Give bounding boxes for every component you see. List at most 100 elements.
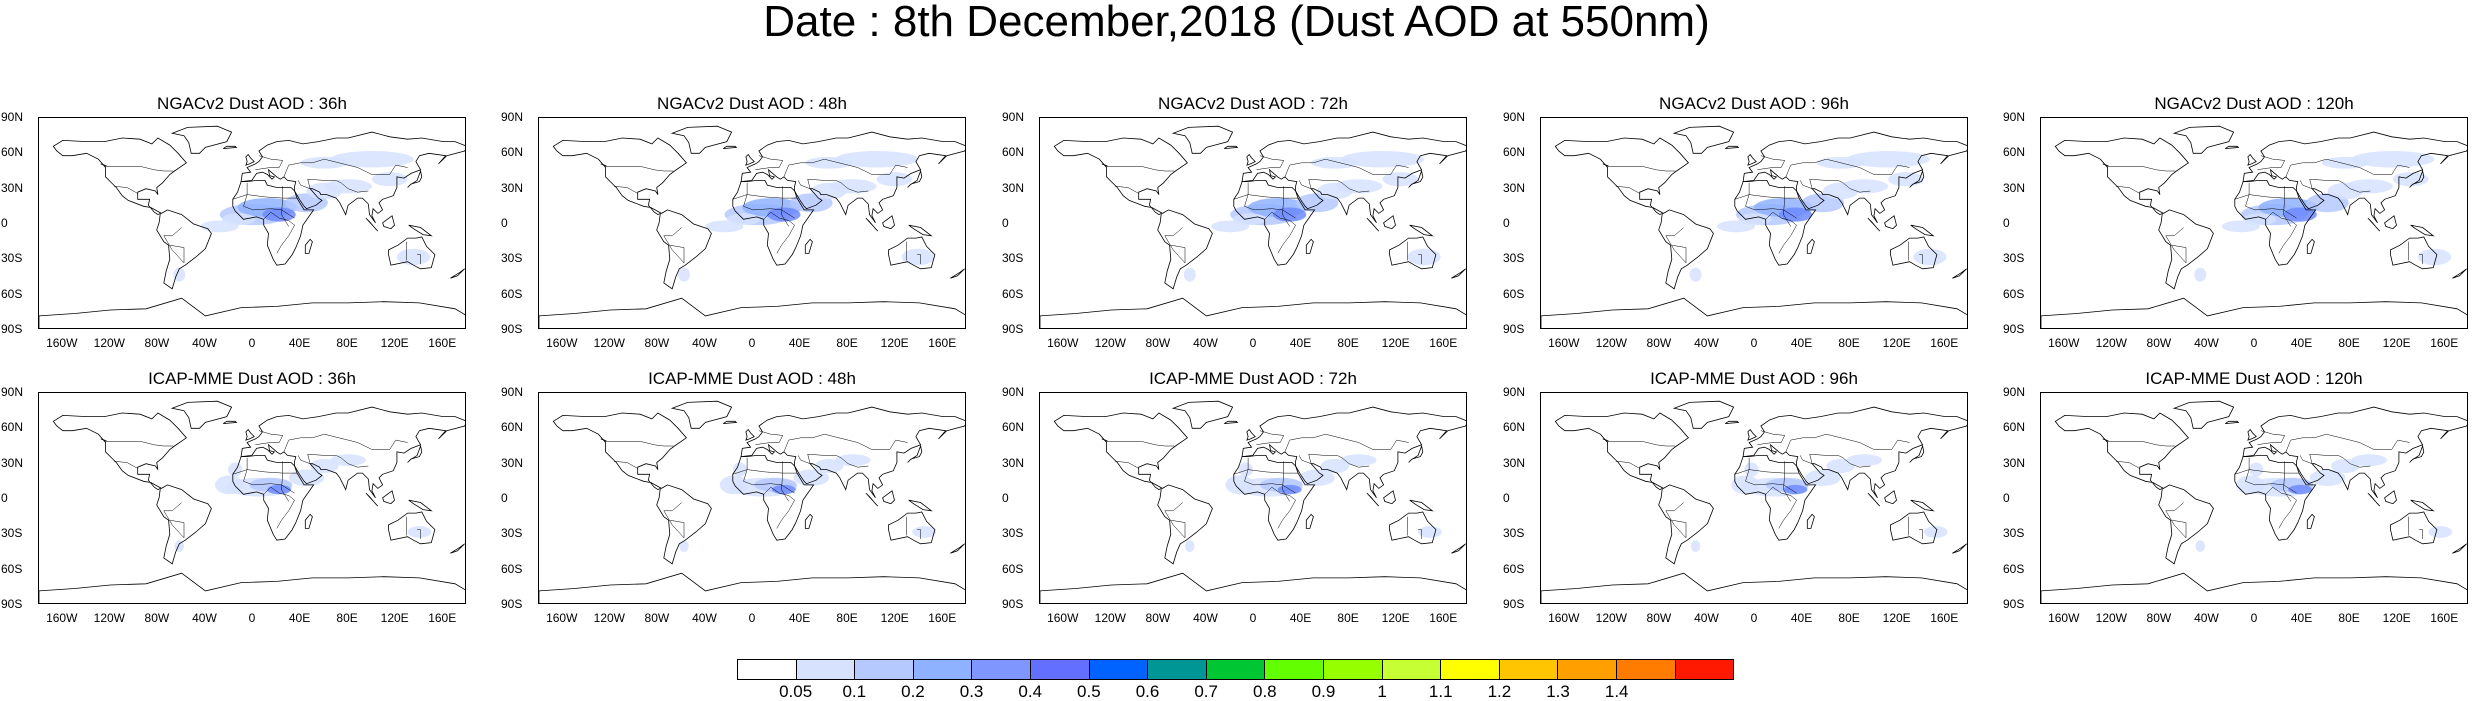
lon-tick-label: 160W	[2048, 611, 2080, 625]
world-map	[1040, 400, 1466, 603]
map-panel	[1039, 117, 1467, 329]
lon-tick-label: 0	[1249, 611, 1257, 625]
lon-tick-label: 0	[1750, 611, 1758, 625]
lat-tick-label: 30S	[501, 251, 523, 266]
lon-tick-label: 120W	[2095, 611, 2127, 625]
lon-tick-label: 80E	[836, 336, 858, 350]
world-map	[39, 125, 465, 328]
lon-tick-label: 120W	[1094, 336, 1126, 350]
lon-tick-label: 40W	[192, 336, 217, 350]
panel-title: ICAP-MME Dust AOD : 120h	[2145, 369, 2363, 388]
lat-tick-label: 90S	[2003, 597, 2025, 611]
lat-tick-label: 60N	[2003, 145, 2026, 160]
world-map	[2041, 400, 2467, 603]
lon-tick-label: 120E	[2382, 336, 2411, 350]
panel-title: ICAP-MME Dust AOD : 96h	[1650, 369, 1858, 388]
lat-tick-label: 90N	[1, 385, 24, 399]
lon-tick-label: 40W	[1694, 336, 1719, 350]
lat-tick-label: 90N	[501, 385, 524, 399]
colorbar-swatch	[796, 660, 856, 679]
colorbar-label: 0.4	[1018, 682, 1043, 701]
lon-tick-label: 80W	[144, 611, 170, 625]
lon-tick-label: 40E	[1289, 611, 1312, 625]
colorbar	[737, 659, 1734, 680]
map-panel	[538, 392, 966, 604]
lat-tick-label: 30S	[1, 526, 23, 541]
colorbar-label: 1.2	[1487, 682, 1512, 701]
colorbar-label: 1.3	[1546, 682, 1570, 701]
colorbar-label: 0.05	[779, 682, 813, 701]
lat-tick-label: 30N	[1503, 180, 1526, 195]
lon-tick-label: 80E	[336, 611, 358, 625]
lon-tick-label: 0	[748, 336, 756, 350]
lat-tick-label: 0	[2003, 216, 2010, 230]
lon-tick-label: 120W	[593, 336, 625, 350]
lat-tick-label: 60S	[1002, 286, 1024, 301]
lon-tick-label: 80E	[1838, 336, 1860, 350]
lat-tick-label: 60N	[1503, 145, 1526, 160]
lon-tick-label: 40W	[692, 336, 717, 350]
lon-tick-label: 0	[248, 336, 256, 350]
lon-tick-label: 80W	[644, 611, 670, 625]
lon-tick-label: 120W	[1595, 336, 1627, 350]
lon-tick-label: 120E	[880, 611, 909, 625]
lat-tick-label: 90S	[1503, 597, 1525, 611]
colorbar-swatch	[1499, 660, 1559, 679]
lon-tick-label: 0	[2250, 336, 2258, 350]
lon-tick-label: 160E	[928, 336, 957, 350]
lon-tick-label: 80E	[336, 336, 358, 350]
lon-tick-label: 80E	[1337, 611, 1359, 625]
lat-tick-label: 90N	[1002, 385, 1025, 399]
colorbar-label: 1.4	[1604, 682, 1629, 701]
lon-tick-label: 80W	[644, 336, 670, 350]
lon-tick-label: 160E	[2430, 336, 2459, 350]
lon-tick-label: 40E	[2290, 336, 2313, 350]
lat-tick-label: 0	[501, 216, 508, 230]
map-panel	[1039, 392, 1467, 604]
lat-tick-label: 60N	[2003, 420, 2026, 435]
lon-tick-label: 80E	[2338, 336, 2360, 350]
lat-tick-label: 0	[2003, 491, 2010, 505]
lon-tick-label: 40E	[288, 611, 311, 625]
lon-tick-label: 160E	[2430, 611, 2459, 625]
colorbar-swatch	[1558, 660, 1617, 679]
lat-tick-label: 0	[501, 491, 508, 505]
colorbar-swatch	[1323, 660, 1383, 679]
lat-tick-label: 30N	[501, 455, 524, 470]
panel-title: NGACv2 Dust AOD : 120h	[2154, 94, 2354, 113]
lon-tick-label: 80W	[1646, 611, 1672, 625]
lon-tick-label: 40W	[192, 611, 217, 625]
lon-tick-label: 80E	[1838, 611, 1860, 625]
colorbar-label: 0.6	[1135, 682, 1160, 701]
colorbar-swatch	[913, 660, 973, 679]
lat-tick-label: 0	[1002, 216, 1009, 230]
lon-tick-label: 80E	[2338, 611, 2360, 625]
lat-tick-label: 60N	[1, 420, 24, 435]
lon-tick-label: 40W	[1193, 611, 1218, 625]
lat-tick-label: 90S	[1002, 322, 1024, 336]
lat-tick-label: 90S	[501, 597, 523, 611]
lon-tick-label: 160W	[546, 611, 578, 625]
lat-tick-label: 60S	[1, 286, 23, 301]
lon-tick-label: 160W	[1548, 611, 1580, 625]
lon-tick-label: 80W	[1145, 611, 1171, 625]
lon-tick-label: 40W	[1694, 611, 1719, 625]
lat-tick-label: 60S	[1503, 286, 1525, 301]
world-map	[539, 400, 965, 603]
colorbar-label: 0.9	[1311, 682, 1336, 701]
lat-tick-label: 60N	[1503, 420, 1526, 435]
lat-tick-label: 30N	[1, 180, 24, 195]
lat-tick-label: 90N	[2003, 110, 2026, 124]
lat-tick-label: 30S	[2003, 526, 2025, 541]
lon-tick-label: 40W	[2194, 611, 2219, 625]
map-panel	[38, 392, 466, 604]
lon-tick-label: 160E	[1930, 336, 1959, 350]
panel-title: ICAP-MME Dust AOD : 72h	[1149, 369, 1357, 388]
lat-tick-label: 90N	[1503, 385, 1526, 399]
lon-tick-label: 160E	[428, 611, 457, 625]
colorbar-swatch	[1441, 660, 1500, 679]
panel-title: ICAP-MME Dust AOD : 36h	[148, 369, 356, 388]
lon-tick-label: 160E	[1429, 611, 1458, 625]
colorbar-swatch	[1089, 660, 1149, 679]
world-map	[1541, 400, 1967, 603]
